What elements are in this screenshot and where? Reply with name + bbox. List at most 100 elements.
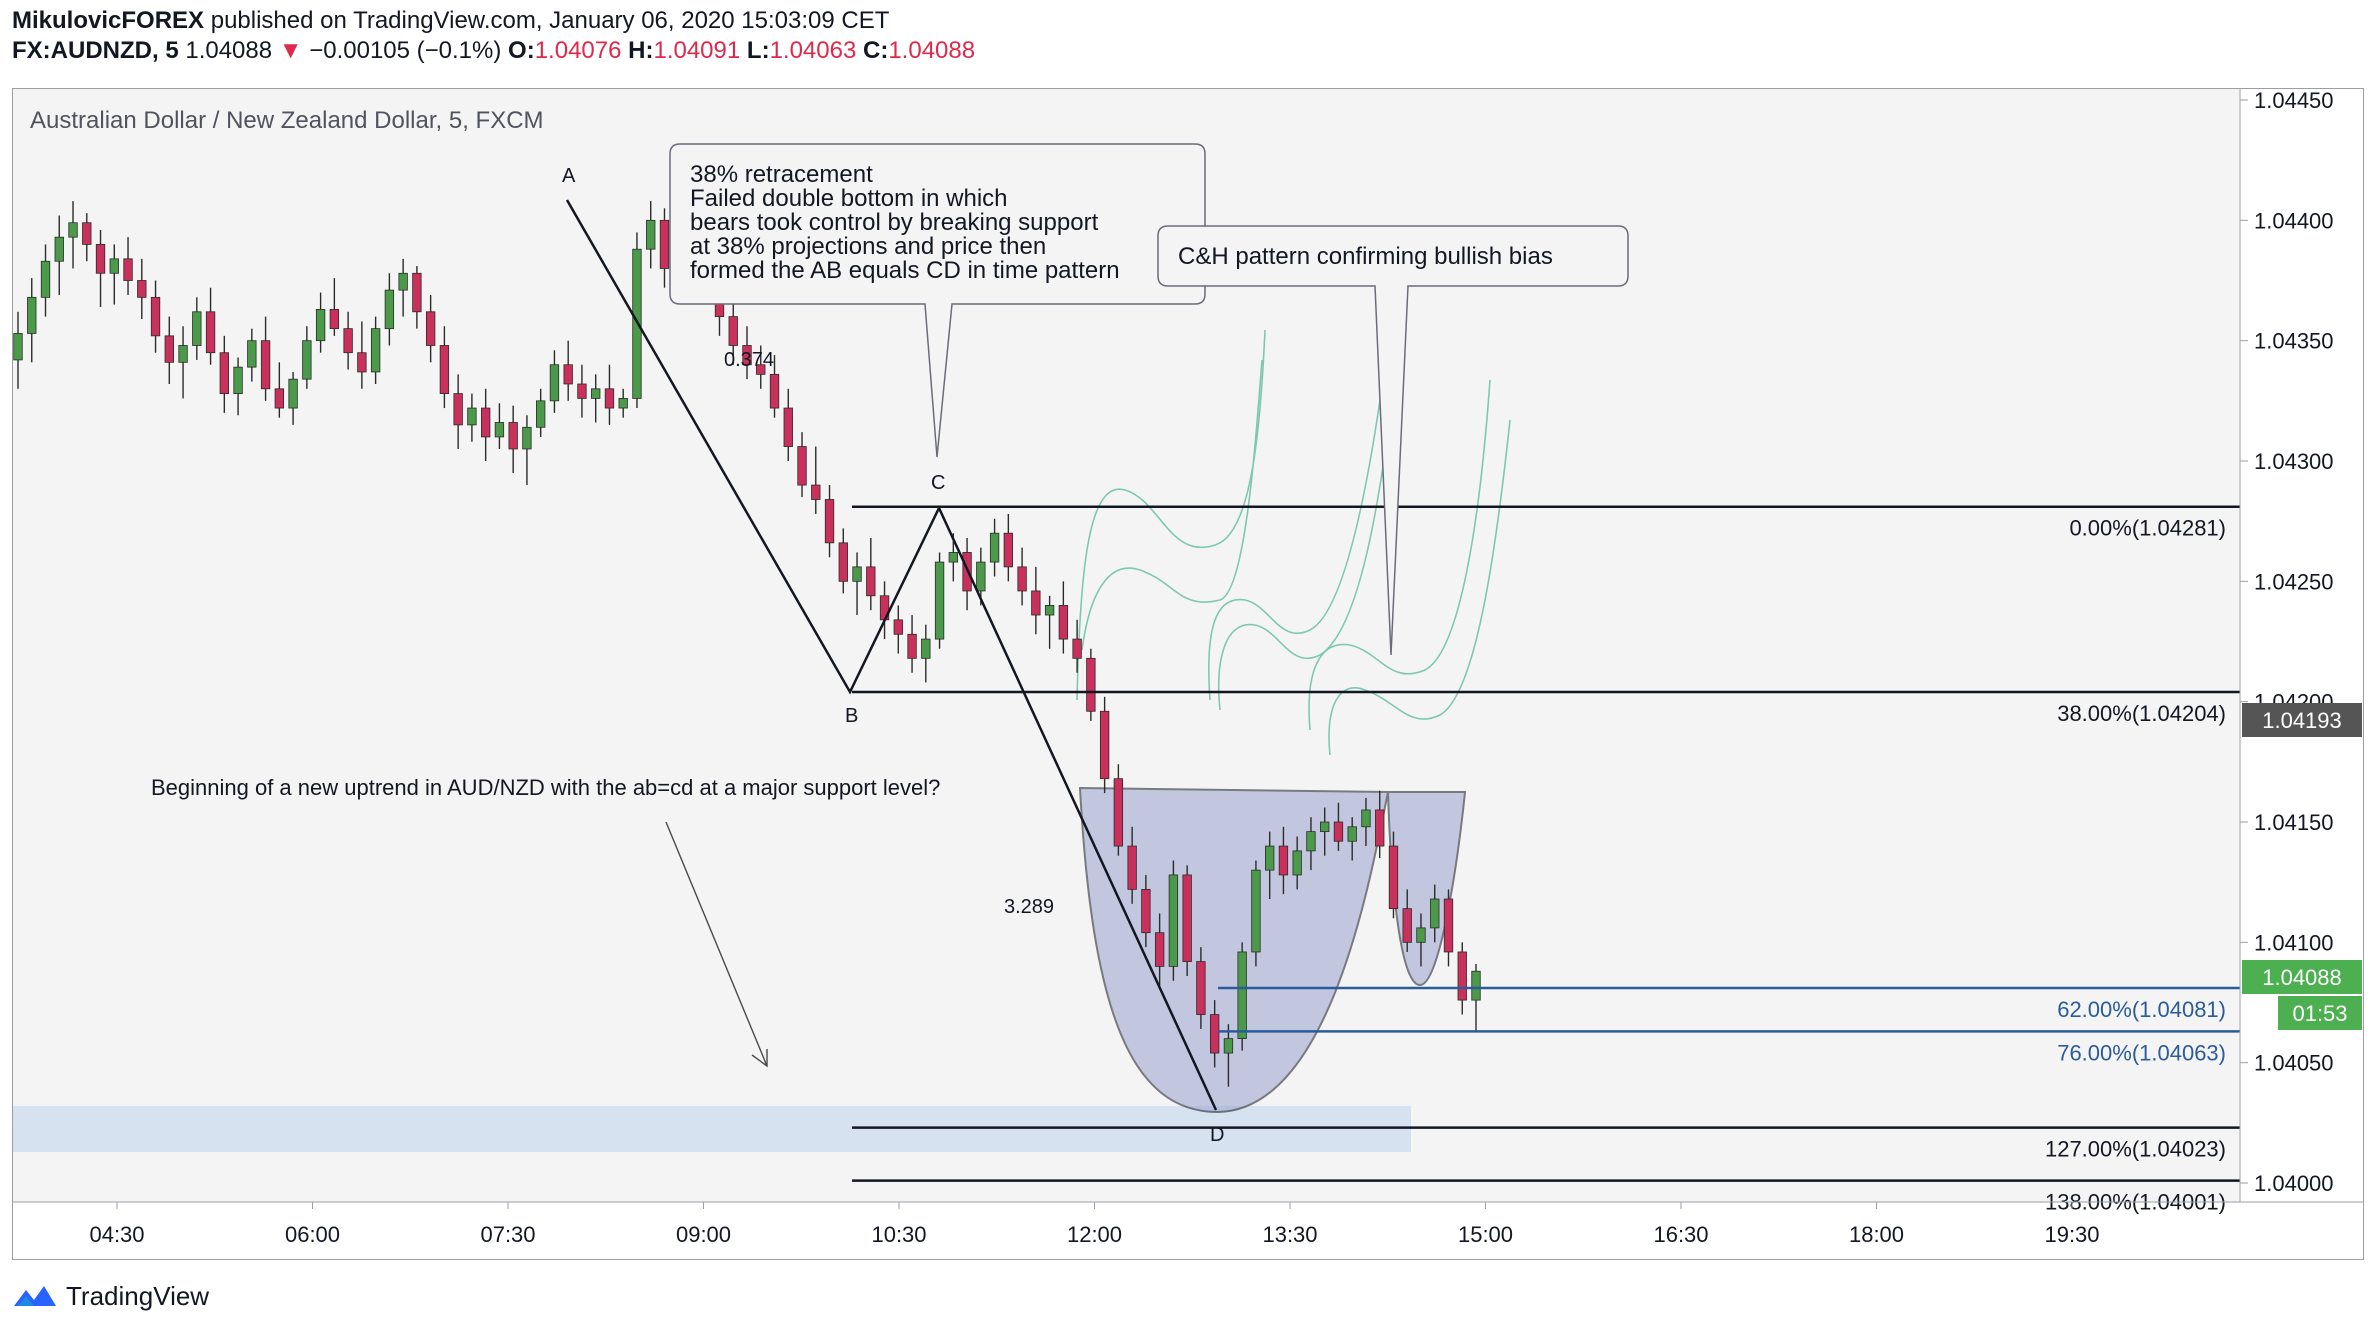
- candle-body-up: [921, 638, 931, 659]
- candle: [247, 328, 257, 382]
- candle-body-down: [412, 272, 422, 313]
- current-level-value: 1.04193: [2262, 708, 2342, 733]
- callout1-line: bears took control by breaking support: [690, 209, 1099, 236]
- candle: [1168, 860, 1179, 981]
- arrowhead-icon: [751, 1049, 768, 1068]
- y-tick-label: 1.04100: [2254, 930, 2334, 955]
- freehand-curves: [1076, 329, 1511, 756]
- candle: [1196, 947, 1206, 1029]
- candle-body-down: [343, 328, 353, 354]
- time-axis[interactable]: 04:30 06:00 07:30 09:00 10:30 12:00 13:30 15:00…: [89, 1202, 2100, 1247]
- candle-body-up: [618, 398, 628, 409]
- candle: [797, 432, 807, 498]
- open-value: 1.04076: [534, 37, 622, 64]
- chart-header: MikulovicFOREX published on TradingView.…: [12, 6, 975, 66]
- candle: [811, 446, 821, 514]
- candle-body-up: [54, 236, 64, 262]
- candle-body-up: [192, 311, 202, 346]
- candle: [109, 244, 119, 305]
- candle: [13, 311, 23, 389]
- candle-body-down: [1443, 898, 1454, 953]
- candle-body-down: [1086, 657, 1096, 712]
- candle-body-down: [728, 316, 738, 346]
- candle: [1072, 619, 1082, 673]
- countdown-value: 01:53: [2292, 1001, 2347, 1026]
- candle-body-down: [1003, 532, 1014, 568]
- author-name[interactable]: MikulovicFOREX: [12, 7, 205, 34]
- candle: [508, 405, 518, 474]
- candlestick-series: [13, 201, 1481, 1087]
- candle-body-down: [260, 340, 271, 390]
- candle: [522, 415, 532, 486]
- candle-body-down: [563, 364, 573, 385]
- x-tick-label: 04:30: [89, 1222, 144, 1247]
- candle: [1058, 581, 1069, 654]
- candle-body-up: [27, 296, 37, 334]
- point-b-label: B: [845, 705, 858, 727]
- candle-body-down: [659, 219, 670, 269]
- candle-body-down: [508, 422, 518, 450]
- candle-body-up: [549, 364, 560, 402]
- candle-body-up: [1347, 826, 1357, 842]
- candle-body-up: [494, 422, 505, 438]
- candle: [1402, 889, 1412, 952]
- fib-level-label: 38.00%(1.04204): [2057, 701, 2226, 726]
- candle-body-up: [247, 340, 257, 368]
- candle: [1416, 913, 1426, 967]
- last-price: 1.04088: [185, 37, 273, 64]
- tradingview-logo-text[interactable]: TradingView: [66, 1280, 210, 1311]
- cup-and-handle-shape: [1078, 786, 1467, 1114]
- candle: [1086, 648, 1096, 721]
- candle: [1306, 817, 1316, 871]
- x-tick-label: 16:30: [1653, 1222, 1708, 1247]
- candle: [343, 311, 353, 370]
- candle: [1388, 831, 1399, 919]
- candle-body-down: [1154, 932, 1165, 967]
- high-label: H:: [628, 37, 654, 64]
- tradingview-logo-icon[interactable]: [12, 1282, 58, 1310]
- high-value: 1.04091: [653, 37, 741, 64]
- candle: [453, 374, 463, 449]
- candle-body-up: [646, 219, 656, 250]
- bc-ratio-label: 0.374: [724, 349, 774, 371]
- candle: [150, 280, 161, 353]
- candle-body-down: [480, 407, 491, 438]
- current-level-tag: 1.04193: [2242, 703, 2362, 737]
- candle-body-up: [315, 308, 326, 342]
- candle-body-up: [467, 407, 477, 426]
- candle-body-up: [1306, 831, 1316, 852]
- candle-body-down: [756, 364, 766, 375]
- price-axis[interactable]: 1.044501.044001.043501.043001.042501.042…: [2240, 88, 2334, 1196]
- callout2-text: C&H pattern confirming bullish bias: [1178, 243, 1553, 270]
- symbol-line: FX:AUDNZD, 5 1.04088 ▼ −0.00105 (−0.1%) …: [12, 36, 975, 66]
- fib-level-label: 0.00%(1.04281): [2069, 516, 2226, 541]
- candle-body-down: [82, 222, 92, 245]
- candle-body-down: [219, 352, 229, 395]
- candle-body-down: [123, 258, 133, 281]
- candle: [315, 292, 326, 353]
- candle: [54, 215, 64, 295]
- candle-body-up: [398, 272, 408, 291]
- candle-body-down: [1058, 605, 1069, 640]
- symbol-label: FX:AUDNZD, 5: [12, 37, 179, 64]
- candle-body-up: [302, 340, 312, 380]
- candle: [1471, 963, 1481, 1032]
- candle-body-up: [1361, 809, 1371, 828]
- candle-body-down: [425, 311, 436, 346]
- candle-body-down: [1017, 566, 1027, 592]
- candle: [137, 258, 147, 320]
- support-zone: [13, 1106, 1411, 1152]
- candle-body-up: [536, 400, 546, 428]
- candle-body-down: [453, 393, 463, 426]
- candle: [1017, 547, 1027, 606]
- fib-level-label: 127.00%(1.04023): [2045, 1137, 2226, 1162]
- candle-body-up: [934, 561, 945, 640]
- candle-body-up: [233, 366, 243, 395]
- candle-body-down: [1127, 845, 1137, 890]
- candle: [40, 244, 51, 317]
- candle: [659, 208, 670, 288]
- x-tick-label: 18:00: [1849, 1222, 1904, 1247]
- candle-body-up: [591, 388, 601, 399]
